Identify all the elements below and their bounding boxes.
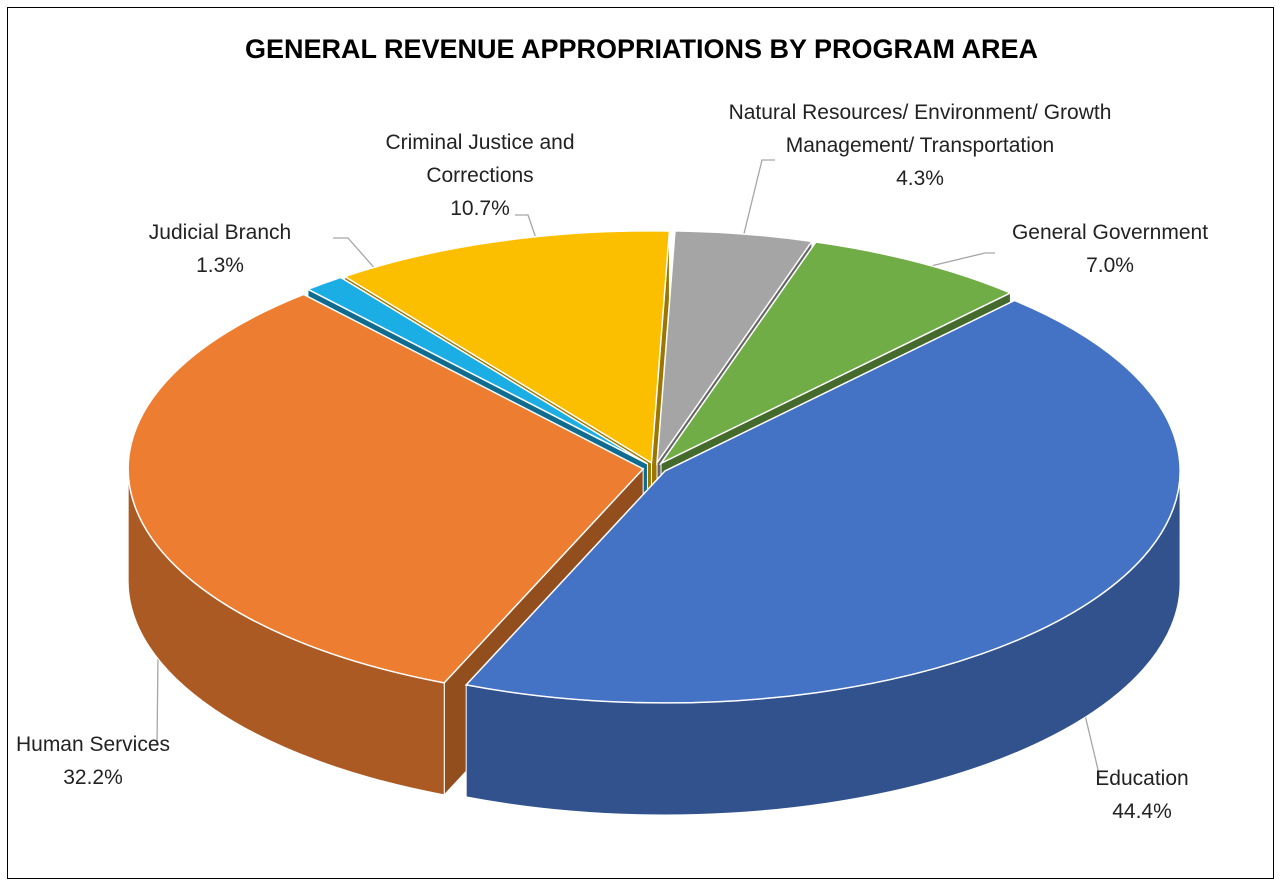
data-label: Judicial Branch 1.3% <box>120 216 320 282</box>
leader-line <box>1084 714 1105 779</box>
data-label: General Government 7.0% <box>980 216 1240 282</box>
slice <box>306 276 648 465</box>
category-label: Human Services <box>15 733 171 756</box>
category-label: General Government <box>1011 221 1209 244</box>
value-label: 32.2% <box>63 766 123 789</box>
slice <box>658 241 1013 466</box>
data-label: Criminal Justice and Corrections 10.7% <box>365 126 595 225</box>
value-label: 7.0% <box>1086 254 1134 277</box>
category-label: Criminal Justice and Corrections <box>385 131 575 187</box>
value-label: 44.4% <box>1112 800 1172 823</box>
slice-tops <box>127 230 1181 704</box>
chart-frame <box>7 7 1274 879</box>
slice <box>656 230 814 466</box>
slice <box>464 299 1181 704</box>
slice <box>342 230 671 465</box>
value-label: 1.3% <box>196 254 244 277</box>
data-label: Education 44.4% <box>1062 762 1222 828</box>
category-label: Judicial Branch <box>148 221 292 244</box>
category-label: Natural Resources/ Environment/ Growth M… <box>728 101 1112 157</box>
value-label: 4.3% <box>896 167 944 190</box>
chart-title: GENERAL REVENUE APPROPRIATIONS BY PROGRA… <box>244 34 1039 64</box>
leader-line <box>739 159 775 251</box>
data-label: Natural Resources/ Environment/ Growth M… <box>725 96 1115 195</box>
leader-line <box>333 237 386 281</box>
category-label: Education <box>1095 767 1189 790</box>
value-label: 10.7% <box>450 197 510 220</box>
data-label: Human Services 32.2% <box>3 728 183 794</box>
slice <box>127 293 645 684</box>
